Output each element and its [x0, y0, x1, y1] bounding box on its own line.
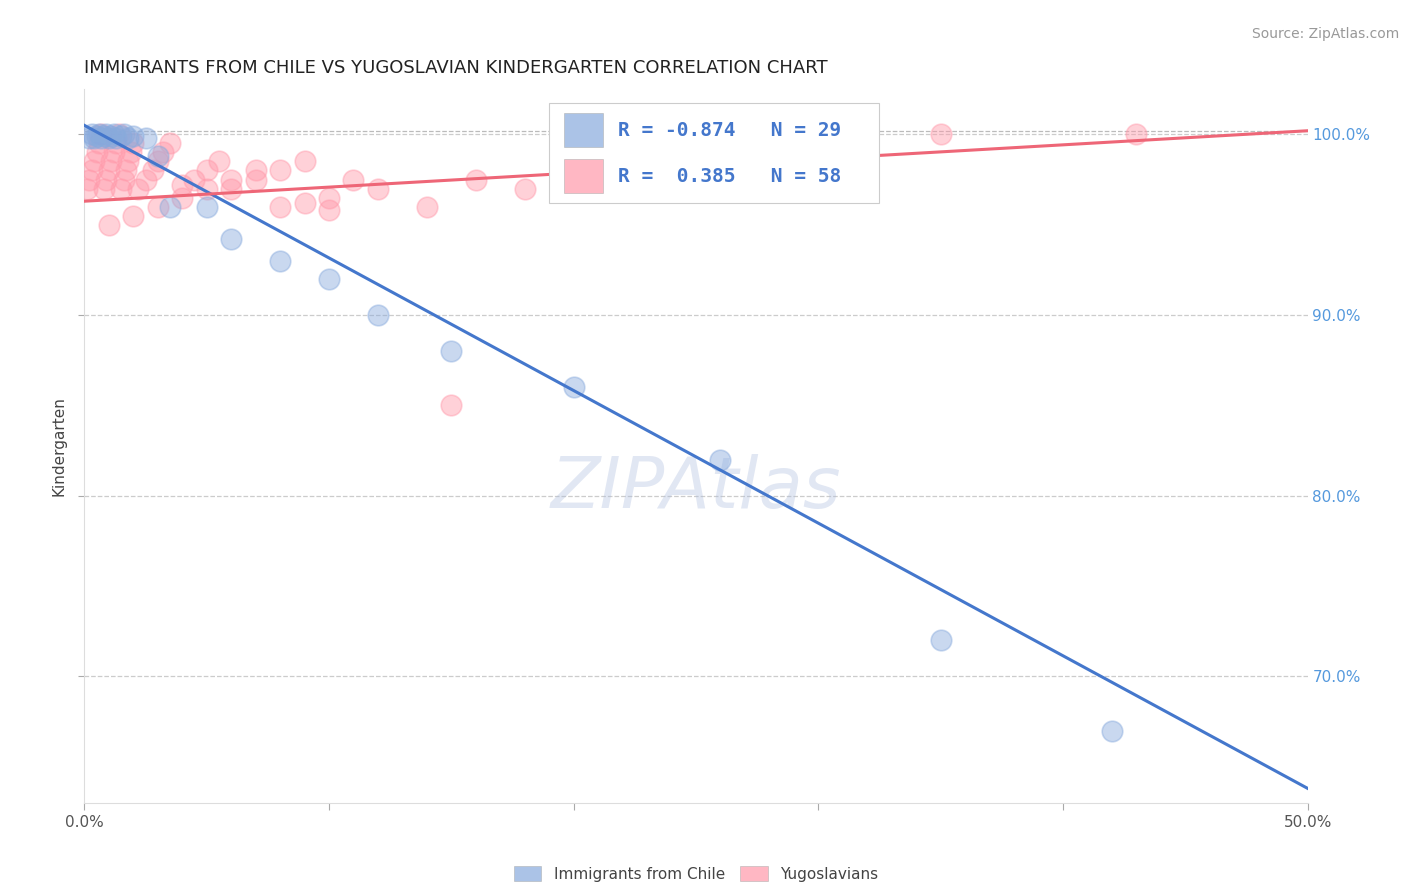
Point [929, 633, 952, 648]
Point [269, 163, 291, 178]
Point [77, 131, 100, 145]
Text: R =  0.385   N = 58: R = 0.385 N = 58 [617, 167, 841, 186]
Point [122, 136, 145, 151]
Text: Source: ZipAtlas.com: Source: ZipAtlas.com [1251, 27, 1399, 41]
Point [83, 154, 105, 169]
Point [195, 163, 218, 178]
Point [562, 172, 585, 186]
Text: IMMIGRANTS FROM CHILE VS YUGOSLAVIAN KINDERGARTEN CORRELATION CHART: IMMIGRANTS FROM CHILE VS YUGOSLAVIAN KIN… [84, 59, 828, 77]
Point [612, 163, 634, 178]
Text: R = -0.874   N = 29: R = -0.874 N = 29 [617, 120, 841, 140]
Point [90, 131, 112, 145]
Point [122, 129, 145, 144]
Point [318, 272, 340, 286]
Point [100, 154, 122, 169]
Point [440, 344, 463, 359]
Point [122, 209, 145, 223]
Point [513, 181, 536, 195]
Point [416, 200, 439, 214]
Point [103, 128, 125, 142]
Point [86, 145, 108, 160]
Point [294, 196, 316, 211]
Point [83, 131, 105, 145]
Point [97, 131, 120, 145]
Point [142, 163, 165, 178]
Point [709, 452, 731, 467]
Point [294, 154, 316, 169]
Point [685, 154, 707, 169]
Point [96, 128, 118, 142]
FancyBboxPatch shape [564, 113, 603, 147]
Point [90, 128, 112, 142]
Point [758, 145, 780, 160]
Point [93, 129, 115, 144]
Point [831, 136, 853, 151]
Point [208, 154, 231, 169]
Point [159, 200, 181, 214]
Point [172, 178, 194, 192]
Point [367, 181, 389, 195]
Point [318, 203, 340, 218]
Legend: Immigrants from Chile, Yugoslavians: Immigrants from Chile, Yugoslavians [508, 860, 884, 888]
Point [76, 181, 98, 195]
Point [117, 131, 139, 145]
Point [172, 191, 194, 205]
Point [117, 154, 139, 169]
Point [115, 163, 138, 178]
Point [135, 131, 157, 145]
Point [245, 163, 267, 178]
Point [152, 145, 174, 160]
Point [367, 308, 389, 322]
Point [112, 172, 135, 186]
Point [245, 172, 267, 186]
Point [110, 181, 132, 195]
Point [929, 128, 952, 142]
Point [120, 145, 142, 160]
FancyBboxPatch shape [550, 103, 880, 203]
Point [77, 172, 100, 186]
Text: ZIPAtlas: ZIPAtlas [551, 454, 841, 524]
Point [195, 181, 218, 195]
Point [1101, 723, 1123, 738]
Point [269, 253, 291, 268]
Point [110, 129, 132, 144]
Point [96, 172, 118, 186]
Point [93, 181, 115, 195]
Point [159, 136, 181, 151]
Point [127, 181, 149, 195]
Y-axis label: Kindergarten: Kindergarten [52, 396, 67, 496]
Point [195, 200, 218, 214]
Point [269, 200, 291, 214]
Point [440, 398, 463, 412]
Point [183, 172, 205, 186]
Point [80, 163, 103, 178]
Point [103, 145, 125, 160]
FancyBboxPatch shape [564, 159, 603, 194]
Point [100, 129, 122, 144]
Point [112, 128, 135, 142]
Point [97, 163, 120, 178]
Point [562, 380, 585, 394]
Point [135, 172, 157, 186]
Point [146, 200, 169, 214]
Point [146, 149, 169, 163]
Point [219, 172, 242, 186]
Point [146, 154, 169, 169]
Point [105, 136, 128, 151]
Point [87, 128, 110, 142]
Point [219, 232, 242, 246]
Point [107, 128, 129, 142]
Point [464, 172, 486, 186]
Point [87, 136, 110, 151]
Point [105, 131, 128, 145]
Point [80, 128, 103, 142]
Point [97, 218, 120, 232]
Point [219, 181, 242, 195]
Point [342, 172, 364, 186]
Point [86, 129, 108, 144]
Point [1125, 128, 1147, 142]
Point [318, 191, 340, 205]
